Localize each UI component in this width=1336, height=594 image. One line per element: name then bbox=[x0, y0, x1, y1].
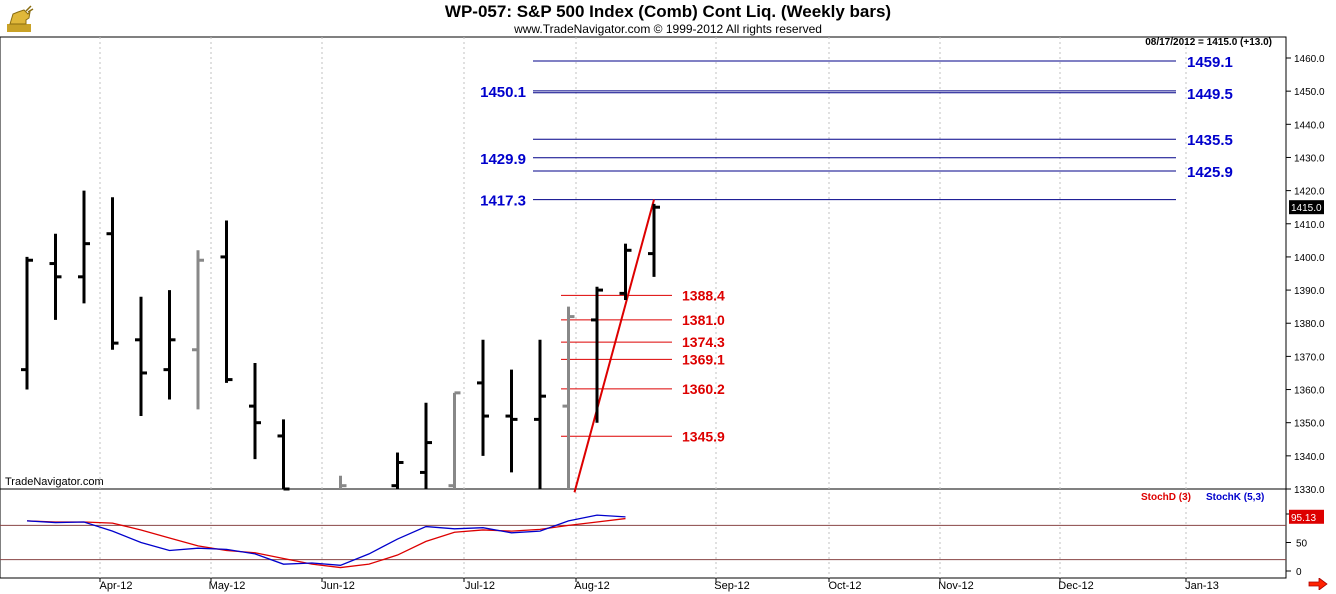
ohlc-bar bbox=[648, 203, 660, 277]
stochd-line bbox=[26, 517, 626, 569]
ohlc-bar bbox=[163, 290, 176, 400]
ohlc-bar bbox=[78, 190, 90, 304]
price-readout: 08/17/2012 = 1415.0 (+13.0) bbox=[1145, 37, 1272, 48]
trend-line bbox=[573, 199, 655, 493]
stoch-value-badge bbox=[1289, 509, 1324, 524]
scroll-right-arrow-icon[interactable] bbox=[1308, 578, 1328, 590]
y-tick-label: 1380.0 bbox=[1294, 319, 1325, 330]
ohlc-bar bbox=[135, 296, 147, 417]
ohlc-bar bbox=[448, 391, 461, 489]
y-tick-label: 1360.0 bbox=[1294, 386, 1325, 397]
x-tick-label: Dec-12 bbox=[1058, 580, 1093, 592]
stoch-value-label: 95.13 bbox=[1291, 513, 1316, 524]
chart-subtitle: www.TradeNavigator.com © 1999-2012 All r… bbox=[514, 22, 822, 36]
retracement-label: 1381.0 bbox=[682, 312, 725, 328]
retracement-label: 1345.9 bbox=[682, 428, 725, 444]
y-tick-label: 1330.0 bbox=[1294, 485, 1325, 496]
y-tick-label: 1410.0 bbox=[1294, 220, 1325, 231]
chart-grid bbox=[0, 36, 1287, 579]
x-tick-label: Apr-12 bbox=[99, 580, 132, 592]
stochastic-panel bbox=[0, 514, 1286, 569]
y-tick-label: 1350.0 bbox=[1294, 419, 1325, 430]
ohlc-bar bbox=[477, 339, 489, 456]
stochd-legend: StochD (3) bbox=[1141, 492, 1191, 503]
chart-title: WP-057: S&P 500 Index (Comb) Cont Liq. (… bbox=[444, 2, 892, 21]
x-tick-label: May-12 bbox=[209, 580, 246, 592]
ohlc-bar bbox=[49, 233, 62, 320]
chart-axes: Apr-12 May-12 Jun-12 Jul-12 Aug-12 Sep-12 Oct-… bbox=[99, 54, 1325, 592]
ohlc-bar bbox=[534, 339, 546, 489]
retracement-label: 1360.2 bbox=[682, 381, 725, 397]
ohlc-bar bbox=[220, 220, 233, 383]
retracement-label: 1388.4 bbox=[682, 287, 725, 303]
bull-logo-icon bbox=[7, 5, 34, 32]
resistance-label: 1450.1 bbox=[480, 84, 526, 101]
resistance-label: 1435.5 bbox=[1187, 132, 1233, 149]
x-tick-label: Sep-12 bbox=[714, 580, 749, 592]
y-tick-label: 1420.0 bbox=[1294, 187, 1325, 198]
fibonacci-levels: 1459.1 1450.1 1449.5 1435.5 1429.9 1425.9 1417… bbox=[480, 54, 1233, 493]
y-tick-label: 1390.0 bbox=[1294, 286, 1325, 297]
stochk-legend: StochK (5,3) bbox=[1206, 492, 1265, 503]
ohlc-bar bbox=[420, 402, 432, 489]
retracement-label: 1369.1 bbox=[682, 351, 725, 367]
ohlc-bar bbox=[249, 363, 261, 460]
resistance-label: 1417.3 bbox=[480, 193, 526, 210]
ohlc-bar bbox=[192, 250, 204, 410]
y-tick-label: 1430.0 bbox=[1294, 153, 1325, 164]
x-tick-label: Aug-12 bbox=[574, 580, 609, 592]
brand-label: TradeNavigator.com bbox=[5, 476, 104, 488]
ohlc-bar bbox=[106, 197, 119, 350]
last-price-label: 1415.0 bbox=[1291, 203, 1322, 214]
resistance-label: 1449.5 bbox=[1187, 86, 1233, 103]
last-price-badge bbox=[1289, 200, 1324, 215]
x-tick-label: Jun-12 bbox=[321, 580, 355, 592]
ohlc-bar bbox=[277, 419, 290, 491]
x-tick-label: Jul-12 bbox=[465, 580, 495, 592]
ohlc-bar bbox=[591, 286, 603, 423]
ohlc-bar bbox=[21, 256, 33, 390]
y-tick-label: 1400.0 bbox=[1294, 253, 1325, 264]
resistance-label: 1429.9 bbox=[480, 151, 526, 168]
ohlc-bar bbox=[619, 243, 632, 301]
y-tick-label: 1370.0 bbox=[1294, 352, 1325, 363]
x-tick-label: Nov-12 bbox=[938, 580, 973, 592]
resistance-label: 1459.1 bbox=[1187, 54, 1233, 71]
resistance-label: 1425.9 bbox=[1187, 164, 1233, 181]
retracement-label: 1374.3 bbox=[682, 334, 725, 350]
price-bars bbox=[21, 190, 660, 491]
ohlc-bar bbox=[505, 369, 518, 473]
ohlc-bar bbox=[391, 452, 404, 489]
stoch-y-tick-label: 50 bbox=[1296, 539, 1308, 550]
x-tick-label: Oct-12 bbox=[828, 580, 861, 592]
y-tick-label: 1460.0 bbox=[1294, 54, 1325, 65]
stochk-line bbox=[26, 514, 626, 566]
ohlc-bar bbox=[339, 475, 347, 489]
stoch-y-tick-label: 0 bbox=[1296, 567, 1302, 578]
x-tick-label: Jan-13 bbox=[1185, 580, 1219, 592]
y-tick-label: 1440.0 bbox=[1294, 120, 1325, 131]
y-tick-label: 1340.0 bbox=[1294, 452, 1325, 463]
plot-frame bbox=[0, 36, 1287, 579]
ohlc-bar bbox=[562, 306, 575, 489]
y-tick-label: 1450.0 bbox=[1294, 87, 1325, 98]
